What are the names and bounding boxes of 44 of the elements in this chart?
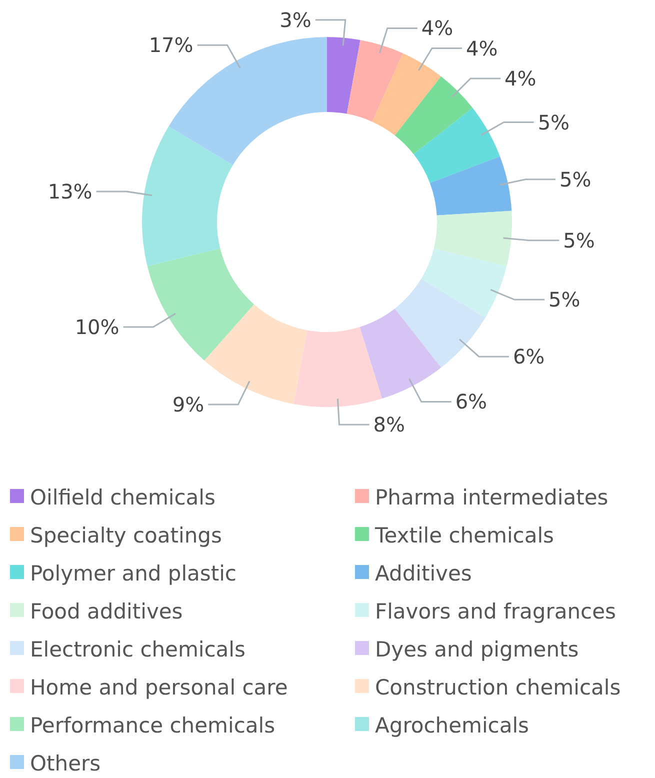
legend-label: Others [30, 751, 101, 776]
data-label: 13% [48, 179, 92, 204]
legend-label: Food additives [30, 599, 183, 624]
legend-label: Polymer and plastic [30, 561, 236, 586]
data-label: 3% [280, 8, 312, 32]
legend-label: Construction chemicals [375, 675, 621, 700]
donut-slice [294, 327, 382, 407]
legend-label: Flavors and fragrances [375, 599, 616, 624]
legend-label: Oilfield chemicals [30, 485, 216, 510]
donut-slice [346, 40, 403, 122]
data-label: 4% [466, 36, 498, 60]
donut-slice [394, 278, 486, 368]
donut-slice [430, 156, 512, 216]
legend-label: Dyes and pigments [375, 637, 579, 662]
legend-label: Agrochemicals [375, 713, 529, 738]
data-label: 5% [559, 167, 592, 192]
donut-slice [204, 304, 308, 404]
legend-label: Pharma intermediates [375, 485, 608, 510]
donut-slice [414, 108, 500, 183]
donut-slice [142, 126, 233, 266]
data-label: 4% [421, 16, 454, 40]
data-label: 17% [148, 33, 194, 58]
data-label: 8% [373, 412, 405, 437]
donut-slice [327, 37, 360, 114]
data-label: 9% [172, 392, 204, 417]
data-label: 6% [512, 344, 545, 369]
legend-label: Performance chemicals [30, 713, 276, 738]
data-label: 6% [455, 390, 488, 414]
legend-label: Electronic chemicals [30, 637, 246, 662]
donut-slice [372, 53, 442, 136]
legend-label: Additives [375, 561, 472, 586]
donut-slice [360, 308, 442, 399]
legend-label: Specialty coatings [30, 523, 222, 548]
legend-label: Textile chemicals [374, 523, 554, 548]
data-label: 4% [504, 66, 536, 90]
data-label: 5% [548, 288, 580, 312]
donut-slice [421, 248, 507, 318]
legend-label: Home and personal care [30, 675, 288, 700]
data-label: 5% [538, 110, 570, 134]
donut-slice [147, 248, 254, 360]
data-label: 10% [74, 315, 120, 340]
data-label: 5% [563, 228, 595, 252]
donut-slice [434, 210, 512, 266]
donut-slice [394, 76, 473, 154]
